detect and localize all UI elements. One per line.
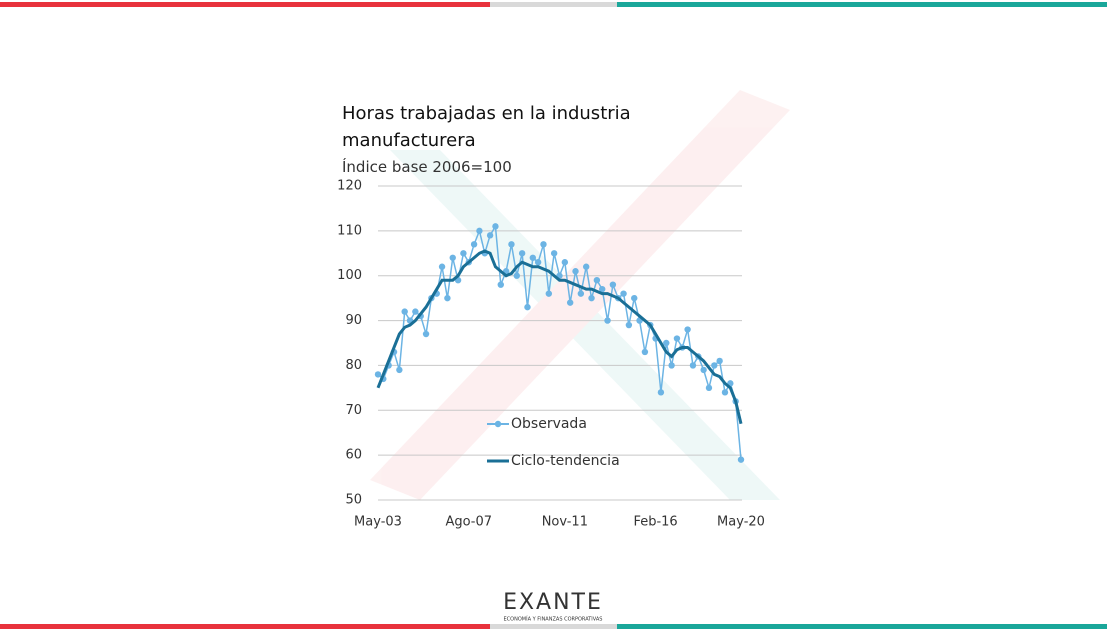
bottom-bar-teal [617,624,1107,629]
data-point [609,281,617,288]
y-tick-label: 50 [345,493,362,508]
bottom-bar-red [0,624,490,629]
top-bar-red [0,2,490,7]
data-point [631,294,638,302]
data-point [444,294,451,302]
data-point [737,456,745,463]
x-tick-label: May-03 [354,515,402,530]
data-point [673,335,681,342]
data-point [524,303,531,311]
data-point [529,254,537,261]
data-point [550,250,558,257]
data-point [396,366,403,374]
data-point [657,389,665,396]
legend-label: Ciclo-tendencia [511,453,620,469]
y-tick-label: 120 [337,179,362,194]
data-point [641,348,649,356]
data-point [716,357,723,365]
data-point [625,321,633,329]
data-point [663,339,670,347]
data-point [588,294,595,302]
data-point [534,259,542,266]
data-point [497,281,504,288]
data-point [460,250,467,257]
y-tick-label: 80 [345,358,362,373]
x-tick-label: Nov-11 [542,515,588,530]
data-point [700,366,707,374]
y-tick-label: 90 [345,313,362,328]
x-tick-label: May-20 [717,515,765,530]
data-point [508,241,515,248]
plot: 50 60 70 80 90 100 110 120 May-03 Ago-07 Nov-11 Feb… [337,179,765,530]
y-tick-label: 70 [345,403,362,418]
y-tick-label: 110 [337,223,362,238]
logo: EXANTE [503,590,603,615]
data-point [684,326,691,333]
data-point [374,371,382,378]
data-point [438,263,446,270]
x-tick-label: Feb-16 [633,515,677,530]
data-point [422,330,430,338]
x-tick-label: Ago-07 [445,515,492,530]
data-point [476,227,483,235]
data-point [486,232,494,239]
y-tick-label: 60 [345,448,362,463]
data-point [711,362,718,369]
data-point [668,362,675,369]
data-point [599,285,606,293]
data-point [412,308,419,315]
data-point [513,272,520,279]
chart-subtitle: Índice base 2006=100 [342,158,512,176]
series-line [376,249,743,425]
chart-title: Horas trabajadas en la industria manufac… [342,103,631,151]
data-point [689,362,697,369]
data-point [721,389,729,396]
data-point [593,277,601,284]
data-point [545,290,553,297]
data-point [577,290,585,297]
data-point [470,241,478,248]
tagline: ECONOMÍA Y FINANZAS CORPORATIVAS [504,616,603,623]
y-tick-label: 100 [337,268,362,283]
data-point [401,308,408,315]
data-point [705,384,713,392]
data-point [449,254,456,261]
bottom-bar-gray [490,624,617,629]
top-bar-teal [617,2,1107,7]
data-point [582,263,590,270]
data-point [540,241,547,248]
data-point [518,250,526,257]
legend-label: Observada [511,416,587,432]
data-point [572,268,579,275]
legend-marker [494,420,502,428]
data-point [620,290,627,297]
data-point [561,259,569,266]
data-point [492,223,499,230]
top-bar-gray [490,2,617,7]
data-point [566,299,574,306]
data-point [604,317,611,324]
